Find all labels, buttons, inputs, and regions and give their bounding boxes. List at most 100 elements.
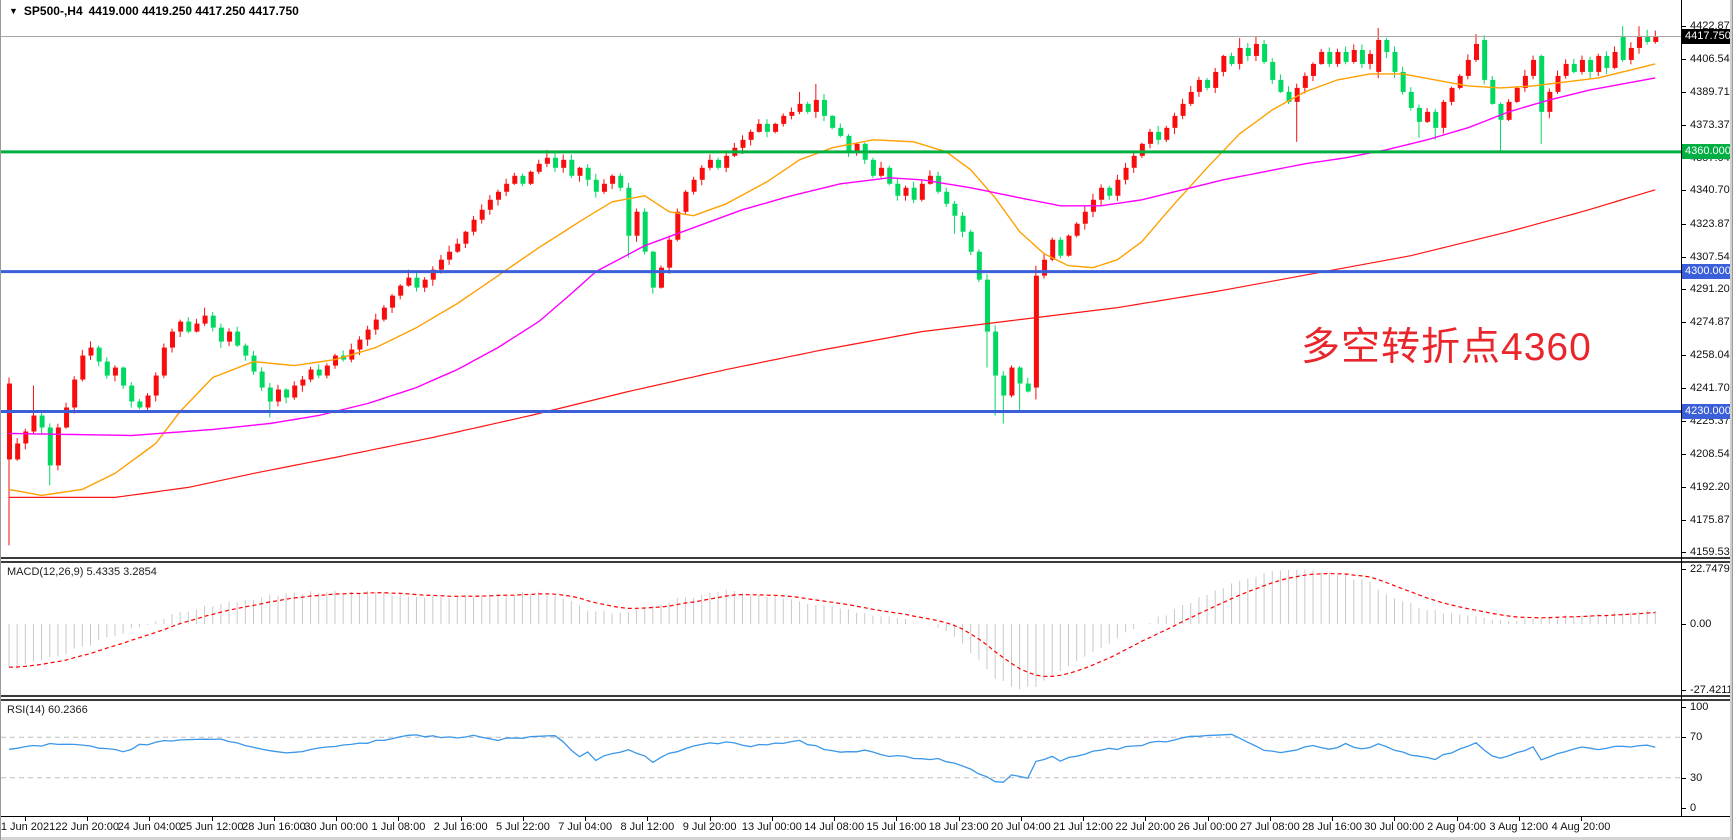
time-label: 14 Jul 08:00 xyxy=(804,821,865,833)
window-right-edge xyxy=(1730,0,1732,840)
chart-title: ▼ SP500-,H4 4419.000 4419.250 4417.250 4… xyxy=(9,4,299,18)
axis-tick xyxy=(1681,92,1686,94)
time-tick xyxy=(25,817,26,821)
axis-tick-label: 4208.540 xyxy=(1690,448,1733,461)
axis-tick xyxy=(1681,568,1686,570)
axis-tick-label: 100 xyxy=(1690,701,1709,713)
price-axis-border xyxy=(1681,0,1682,816)
window-bottom-edge xyxy=(1,837,1732,840)
axis-tick xyxy=(1681,190,1686,192)
axis-tick-label: 4274.870 xyxy=(1690,315,1733,328)
time-tick xyxy=(398,817,400,821)
rsi-line xyxy=(8,733,1656,783)
axis-tick-label: 4159.535 xyxy=(1690,546,1733,559)
price-badge-4300.000: 4300.000 xyxy=(1682,264,1732,280)
time-label: 22 Jun 20:00 xyxy=(55,821,120,833)
axis-tick-label: 4241.705 xyxy=(1690,382,1733,395)
rsi-chart[interactable] xyxy=(1,701,1733,816)
time-label: 15 Jul 16:00 xyxy=(866,821,927,833)
axis-tick-label: 30 xyxy=(1690,771,1703,784)
axis-tick-label: 4307.540 xyxy=(1690,250,1733,263)
axis-tick xyxy=(1681,420,1686,422)
panel-splitter[interactable] xyxy=(1,557,1732,563)
time-label: 27 Jul 08:00 xyxy=(1239,821,1300,833)
time-label: 3 Aug 12:00 xyxy=(1489,821,1549,833)
time-tick xyxy=(585,817,587,821)
axis-tick-label: 4258.040 xyxy=(1690,349,1733,362)
price-badge-4360.000: 4360.000 xyxy=(1682,144,1732,160)
time-label: 30 Jul 00:00 xyxy=(1364,821,1425,833)
time-tick xyxy=(149,817,151,821)
axis-tick-label: 0 xyxy=(1690,802,1697,814)
axis-tick-label: 70 xyxy=(1690,731,1703,744)
time-tick xyxy=(522,817,524,821)
candlestick-chart[interactable] xyxy=(1,0,1733,557)
time-label: 26 Jul 00:00 xyxy=(1177,821,1238,833)
ohlc-values: 4419.000 4419.250 4417.250 4417.750 xyxy=(88,4,299,18)
axis-tick xyxy=(1681,256,1686,258)
axis-tick xyxy=(1681,355,1686,357)
panel-splitter[interactable] xyxy=(1,695,1732,701)
time-tick xyxy=(1269,817,1271,821)
time-tick xyxy=(211,817,213,821)
rsi-panel[interactable]: RSI(14) 60.2366 xyxy=(1,701,1733,816)
time-label: 4 Aug 20:00 xyxy=(1551,821,1611,833)
macd-chart[interactable] xyxy=(1,563,1733,695)
time-tick xyxy=(1456,817,1458,821)
macd-panel[interactable]: MACD(12,26,9) 5.4335 3.2854 xyxy=(1,563,1733,695)
ma-fast-orange xyxy=(8,63,1656,497)
time-label: 20 Jul 04:00 xyxy=(990,821,1051,833)
time-tick xyxy=(709,817,711,821)
time-tick xyxy=(1581,817,1582,821)
chevron-down-icon[interactable]: ▼ xyxy=(9,6,18,16)
time-tick xyxy=(771,817,773,821)
axis-tick xyxy=(1681,125,1686,127)
price-badge-4230.000: 4230.000 xyxy=(1682,404,1732,419)
axis-tick xyxy=(1681,737,1686,739)
time-tick xyxy=(1083,817,1085,821)
axis-tick-label: 4389.710 xyxy=(1690,86,1733,99)
time-tick xyxy=(1145,817,1147,821)
axis-tick-label: 4291.205 xyxy=(1690,283,1733,296)
axis-tick-label: 4192.205 xyxy=(1690,481,1733,493)
axis-tick xyxy=(1681,289,1686,291)
symbol-period-label: SP500-,H4 xyxy=(23,4,83,18)
time-tick xyxy=(1394,817,1396,821)
price-chart-panel[interactable]: ▼ SP500-,H4 4419.000 4419.250 4417.250 4… xyxy=(1,0,1733,557)
axis-tick xyxy=(1681,519,1686,521)
time-label: 25 Jun 12:00 xyxy=(179,821,244,833)
axis-tick xyxy=(1681,223,1686,225)
price-badge-4417.750: 4417.750 xyxy=(1682,28,1732,44)
time-tick xyxy=(1020,817,1022,821)
axis-tick-label: 4340.705 xyxy=(1690,184,1733,197)
macd-label: MACD(12,26,9) 5.4335 3.2854 xyxy=(7,566,157,578)
axis-tick-label: 4373.375 xyxy=(1690,119,1733,132)
axis-tick xyxy=(1681,808,1686,809)
time-label: 30 Jun 00:00 xyxy=(304,821,368,833)
axis-tick xyxy=(1681,454,1686,456)
time-tick xyxy=(273,817,275,821)
time-tick xyxy=(834,817,836,821)
time-label: 13 Jul 00:00 xyxy=(741,821,802,833)
time-label: 28 Jun 16:00 xyxy=(242,821,306,833)
time-tick xyxy=(896,817,898,821)
axis-tick xyxy=(1681,624,1686,625)
axis-tick xyxy=(1681,707,1686,708)
axis-tick xyxy=(1681,26,1686,28)
axis-tick-label: 4406.540 xyxy=(1690,52,1733,65)
time-tick xyxy=(647,817,649,821)
ma-slow-red xyxy=(9,189,1656,498)
annotation-text: 多空转折点4360 xyxy=(1301,326,1592,369)
time-label: 1 Jul 08:00 xyxy=(371,821,426,833)
axis-tick-label: 0.00 xyxy=(1690,618,1712,630)
time-axis[interactable]: 21 Jun 2021 22 Jun 20:00 24 Jun 04:00 25 Ju… xyxy=(1,816,1732,840)
time-label: 28 Jul 16:00 xyxy=(1302,821,1362,833)
time-tick xyxy=(1518,817,1520,821)
time-tick xyxy=(460,817,462,821)
axis-tick-label: -27.4211 xyxy=(1690,684,1733,697)
time-tick xyxy=(958,817,960,821)
time-label: 5 Jul 22:00 xyxy=(495,821,550,833)
axis-tick-label: 4175.870 xyxy=(1690,513,1733,526)
time-tick xyxy=(87,817,89,821)
macd-signal-line xyxy=(8,572,1656,678)
